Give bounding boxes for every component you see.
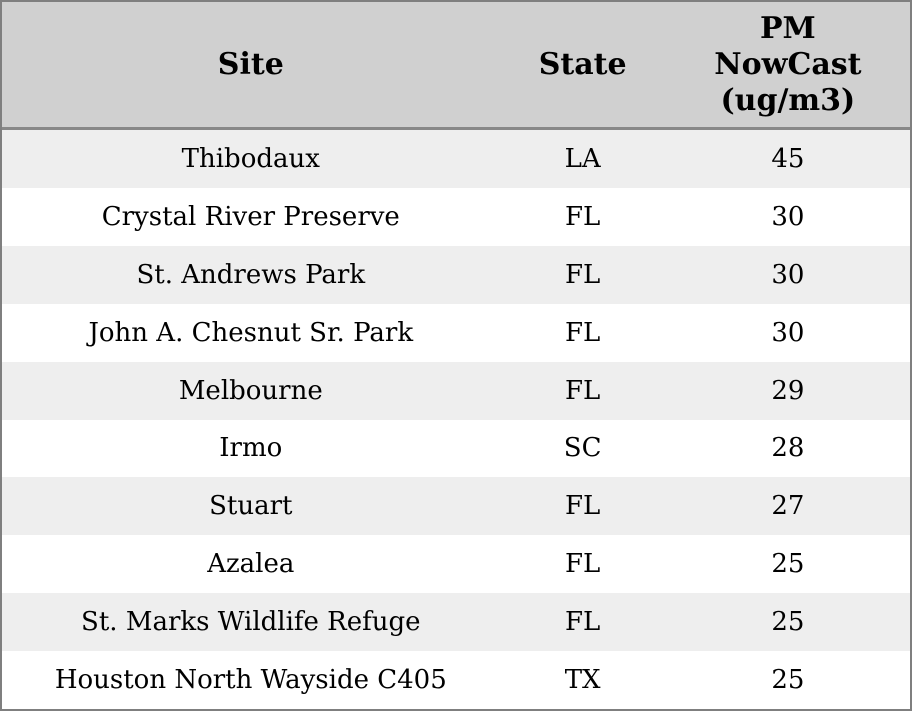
table-row: Houston North Wayside C405 TX 25 bbox=[2, 651, 910, 710]
column-header-pm-nowcast-label: PM NowCast (ug/m3) bbox=[714, 10, 862, 118]
column-header-pm-nowcast: PM NowCast (ug/m3) bbox=[666, 11, 910, 119]
state-cell: FL bbox=[565, 201, 601, 232]
state-cell: LA bbox=[564, 143, 601, 174]
table-row: Crystal River Preserve FL 30 bbox=[2, 187, 910, 246]
site-cell: Azalea bbox=[207, 549, 295, 580]
site-cell: St. Marks Wildlife Refuge bbox=[81, 607, 421, 638]
state-cell: FL bbox=[565, 317, 601, 348]
site-cell: Houston North Wayside C405 bbox=[54, 665, 447, 696]
pm-value-cell: 30 bbox=[771, 201, 805, 232]
site-cell: Stuart bbox=[209, 491, 293, 522]
state-cell: FL bbox=[565, 607, 601, 638]
state-cell: TX bbox=[564, 665, 601, 696]
table-row: St. Andrews Park FL 30 bbox=[2, 245, 910, 304]
state-cell: FL bbox=[565, 549, 601, 580]
site-cell: Melbourne bbox=[178, 375, 323, 406]
pm-value-cell: 25 bbox=[771, 549, 805, 580]
table-row: Irmo SC 28 bbox=[2, 419, 910, 478]
site-cell: Irmo bbox=[219, 433, 283, 464]
state-cell: FL bbox=[565, 491, 601, 522]
pm-value-cell: 28 bbox=[771, 433, 805, 464]
table-row: John A. Chesnut Sr. Park FL 30 bbox=[2, 303, 910, 362]
pm-value-cell: 29 bbox=[771, 375, 805, 406]
state-cell: SC bbox=[563, 433, 602, 464]
state-cell: FL bbox=[565, 375, 601, 406]
pm-value-cell: 25 bbox=[771, 665, 805, 696]
pm-value-cell: 25 bbox=[771, 607, 805, 638]
table-row: Thibodaux LA 45 bbox=[2, 130, 910, 188]
pm-value-cell: 30 bbox=[771, 317, 805, 348]
table-row: Azalea FL 25 bbox=[2, 535, 910, 594]
table-row: St. Marks Wildlife Refuge FL 25 bbox=[2, 593, 910, 652]
site-cell: St. Andrews Park bbox=[136, 259, 366, 290]
table-header-row: Site State PM NowCast (ug/m3) bbox=[2, 2, 910, 130]
site-cell: John A. Chesnut Sr. Park bbox=[88, 317, 414, 348]
table-body: Thibodaux LA 45 Crystal River Preserve F… bbox=[2, 130, 910, 710]
pm-value-cell: 27 bbox=[771, 491, 805, 522]
site-cell: Thibodaux bbox=[181, 143, 320, 174]
table-row: Stuart FL 27 bbox=[2, 477, 910, 536]
pm-value-cell: 30 bbox=[771, 259, 805, 290]
column-header-site: Site bbox=[217, 46, 284, 82]
pm-value-cell: 45 bbox=[771, 143, 805, 174]
table-row: Melbourne FL 29 bbox=[2, 361, 910, 420]
site-cell: Crystal River Preserve bbox=[101, 201, 400, 232]
column-header-state: State bbox=[538, 46, 627, 82]
state-cell: FL bbox=[565, 259, 601, 290]
